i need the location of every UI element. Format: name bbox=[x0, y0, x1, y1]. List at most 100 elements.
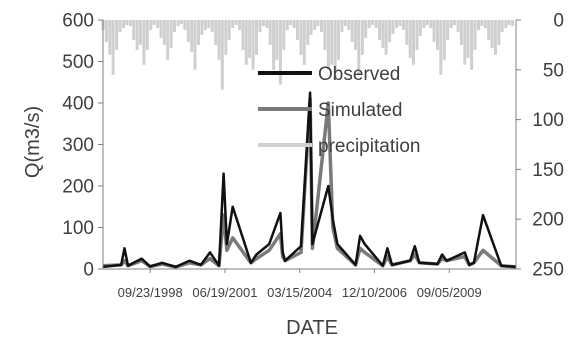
precip-bar bbox=[244, 20, 248, 65]
precip-bar bbox=[313, 20, 317, 30]
precipitation-series bbox=[101, 20, 515, 90]
precip-bar bbox=[381, 20, 385, 48]
precip-bar bbox=[504, 20, 508, 28]
precip-bar bbox=[436, 20, 439, 50]
precip-bar bbox=[214, 20, 218, 45]
precip-bar bbox=[483, 20, 487, 28]
precip-bar bbox=[210, 20, 214, 32]
precip-bar bbox=[367, 20, 371, 28]
precip-bar bbox=[432, 20, 436, 42]
precip-bar bbox=[364, 20, 368, 38]
y-tick-label: 300 bbox=[62, 135, 94, 156]
precip-bar bbox=[169, 20, 173, 48]
precip-bar bbox=[118, 20, 122, 32]
y-axis-label: Q(m3/s) bbox=[22, 106, 44, 178]
precip-bar bbox=[122, 20, 125, 28]
precip-bar bbox=[360, 20, 364, 55]
precip-bar bbox=[166, 20, 170, 60]
precip-bar bbox=[142, 20, 146, 65]
y-tick-label: 0 bbox=[83, 260, 94, 281]
y-tick-label: 500 bbox=[62, 52, 94, 73]
precip-bar bbox=[261, 20, 265, 26]
precip-bar bbox=[224, 20, 228, 55]
precip-bar bbox=[241, 20, 245, 50]
x-axis-label: DATE bbox=[286, 317, 338, 339]
precip-bar bbox=[227, 20, 231, 40]
precip-bar bbox=[449, 20, 453, 28]
precip-bar bbox=[251, 20, 255, 70]
precip-bar bbox=[422, 20, 426, 28]
precip-bar bbox=[320, 20, 323, 32]
precip-bar bbox=[152, 20, 156, 25]
precip-bar bbox=[135, 20, 139, 50]
precip-bar bbox=[391, 20, 395, 34]
precip-bar bbox=[220, 20, 224, 90]
precip-bar bbox=[378, 20, 381, 40]
precip-bar bbox=[330, 20, 334, 65]
precip-bar bbox=[500, 20, 504, 32]
x-tick-label: 09/23/1998 bbox=[118, 285, 183, 300]
x-tick-label: 09/05/2009 bbox=[417, 285, 482, 300]
precip-bar bbox=[275, 20, 279, 60]
precip-bar bbox=[272, 20, 276, 70]
precip-bar bbox=[128, 20, 132, 26]
y-tick-label: 400 bbox=[62, 94, 94, 115]
precip-bar bbox=[384, 20, 388, 55]
legend-label-observed: Observed bbox=[318, 64, 400, 85]
x-tick-label: 12/10/2006 bbox=[342, 285, 407, 300]
y2-tick-label: 0 bbox=[553, 11, 564, 32]
y2-axis-ticks: 0 50 100 150 200 250 bbox=[516, 11, 564, 281]
precip-bar bbox=[203, 20, 207, 30]
precip-bar bbox=[388, 20, 392, 42]
precip-bar bbox=[357, 20, 361, 75]
precip-bar bbox=[156, 20, 160, 28]
precip-bar bbox=[343, 20, 347, 26]
y-tick-label: 100 bbox=[62, 218, 94, 239]
precip-bar bbox=[176, 20, 180, 26]
precip-bar bbox=[374, 20, 378, 28]
precip-bar bbox=[326, 20, 330, 70]
precip-bar bbox=[442, 20, 446, 60]
precip-bar bbox=[285, 20, 289, 30]
precip-bar bbox=[316, 20, 320, 26]
precip-bar bbox=[268, 20, 272, 45]
precip-bar bbox=[149, 20, 153, 30]
precip-bar bbox=[200, 20, 204, 35]
precip-bar bbox=[179, 20, 183, 24]
precip-bar bbox=[125, 20, 129, 25]
precip-bar bbox=[193, 20, 197, 70]
precip-bar bbox=[282, 20, 286, 50]
precip-bar bbox=[497, 20, 501, 45]
precip-bar bbox=[493, 20, 497, 55]
precip-bar bbox=[183, 20, 187, 30]
precip-bar bbox=[265, 20, 269, 28]
precip-bar bbox=[217, 20, 221, 60]
y-tick-label: 600 bbox=[62, 11, 94, 32]
precip-bar bbox=[459, 20, 463, 45]
precip-bar bbox=[354, 20, 358, 50]
precip-bar bbox=[162, 20, 166, 45]
y2-tick-label: 100 bbox=[532, 110, 564, 131]
precip-bar bbox=[415, 20, 419, 50]
precip-bar bbox=[159, 20, 163, 38]
precip-bar bbox=[480, 20, 484, 26]
observed-series bbox=[102, 91, 517, 269]
precip-bar bbox=[456, 20, 460, 32]
precip-bar bbox=[429, 20, 433, 28]
precip-bar bbox=[477, 20, 480, 30]
precip-bar bbox=[405, 20, 409, 45]
precip-bar bbox=[138, 20, 142, 45]
precip-bar bbox=[350, 20, 354, 42]
precip-bar bbox=[302, 20, 306, 65]
precip-bar bbox=[473, 20, 477, 50]
precip-bar bbox=[299, 20, 303, 55]
y2-tick-label: 250 bbox=[532, 260, 564, 281]
precip-bar bbox=[470, 20, 474, 70]
precip-bar bbox=[453, 20, 456, 25]
precip-bar bbox=[439, 20, 443, 75]
precip-bar bbox=[487, 20, 491, 40]
precip-bar bbox=[145, 20, 149, 50]
y2-tick-label: 200 bbox=[532, 210, 564, 231]
